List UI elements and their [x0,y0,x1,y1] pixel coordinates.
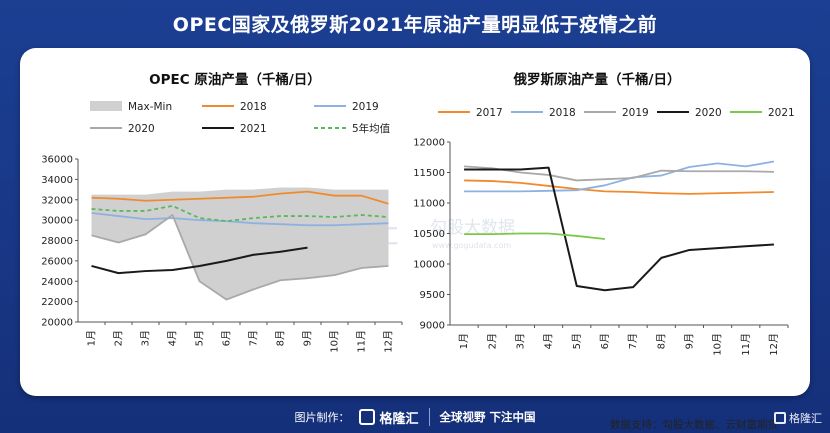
divider [428,408,430,426]
x-tick-label: 9月 [302,330,314,346]
y-tick-label: 22000 [41,297,73,308]
footer-slogan: 全球视野 下注中国 [439,410,536,424]
y-tick-label: 32000 [41,195,73,206]
series-line-2018 [91,190,389,205]
x-tick-label: 1月 [458,333,470,349]
series-line-2019 [91,212,389,227]
x-tick-label: 12月 [383,330,395,353]
headline: OPEC国家及俄罗斯2021年原油产量明显低于疫情之前 [172,14,658,36]
y-tick-label: 30000 [41,216,73,227]
x-tick-label: 7月 [627,333,639,349]
y-tick-label: 12000 [413,138,445,149]
legend-label: 2021 [240,123,267,135]
x-tick-label: 8月 [655,333,667,349]
legend-label: 2018 [549,107,576,119]
band-max-min [91,187,389,300]
legend-label: 2018 [240,101,267,113]
footer-brand-name: 格隆汇 [379,411,419,427]
legend-label: 2020 [128,123,155,135]
y-tick-label: 26000 [41,256,73,267]
y-tick-label: 28000 [41,236,73,247]
x-tick-label: 2月 [486,333,498,349]
series-line-2017 [464,179,774,195]
legend-label: 2019 [622,107,649,119]
legend-label: 2020 [695,107,722,119]
y-tick-label: 24000 [41,277,73,288]
x-tick-label: 9月 [683,333,695,349]
x-tick-label: 8月 [275,330,287,346]
legend-label: 2019 [352,101,379,113]
legend-label: 2021 [768,107,795,119]
series-line-2019 [464,165,774,182]
x-tick-label: 7月 [248,330,260,346]
series-line-2020 [464,166,774,292]
series-line-2018 [464,160,775,193]
legend-swatch-band [90,101,122,111]
brand-logo-icon [359,409,376,425]
corner-brand: 格隆汇 [774,410,822,426]
x-tick-label: 10月 [712,333,724,356]
legend-label: Max-Min [128,101,172,113]
x-tick-label: 1月 [86,330,98,346]
y-tick-label: 9000 [420,321,445,332]
corner-logo-icon [774,412,786,424]
chart-card: 格隆汇 勾股大数据 www.gogudata.com OPEC 原油产量（千桶/日）… [20,48,810,431]
x-tick-label: 6月 [599,333,611,349]
x-tick-label: 2月 [113,330,125,346]
x-tick-label: 10月 [329,330,341,353]
series-line-2021 [464,232,606,240]
legend-label: 2017 [476,107,503,119]
x-tick-label: 4月 [543,333,555,349]
x-tick-label: 3月 [140,330,152,346]
footer-brand: 格隆汇 [359,408,419,427]
series-line-2021 [91,246,308,275]
y-tick-label: 20000 [41,318,73,329]
chart-title: OPEC 原油产量（千桶/日） [149,71,321,88]
y-tick-label: 10500 [413,229,445,240]
series-line-5年均值 [91,204,389,223]
made-by-label: 图片制作： [294,411,350,424]
x-tick-label: 5月 [194,330,206,346]
y-tick-label: 34000 [41,175,73,186]
charts-svg: 格隆汇勾股大数据www.gogudata.com OPEC 原油产量（千桶/日）… [41,71,795,356]
y-tick-label: 10000 [413,260,445,271]
corner-brand-name: 格隆汇 [789,412,822,425]
y-tick-label: 9500 [420,290,445,301]
x-tick-label: 11月 [740,333,752,356]
legend-label: 5年均值 [352,122,391,135]
source-note: 数据支持：勾股大数据、云财富期货 [610,419,778,431]
x-tick-label: 5月 [571,333,583,349]
y-tick-label: 11000 [413,199,445,210]
footer: 图片制作： 格隆汇 全球视野 下注中国 [0,401,830,433]
x-tick-label: 3月 [514,333,526,349]
russia-chart: 俄罗斯原油产量（千桶/日） 9000 9500 10000 10500 11000 1150… [413,71,795,356]
x-tick-label: 12月 [768,333,780,356]
y-tick-label: 11500 [413,168,445,179]
series-line-2020 [91,214,389,301]
y-tick-label: 36000 [41,155,73,166]
watermark-gogu: 勾股大数据 [430,218,515,238]
x-tick-label: 6月 [221,330,233,346]
opec-chart: OPEC 原油产量（千桶/日） 20000 22000 24000 26000 28000… [41,71,403,353]
chart-title: 俄罗斯原油产量（千桶/日） [513,71,681,88]
x-tick-label: 11月 [356,330,368,353]
watermark-url: www.gogudata.com [432,241,511,250]
x-tick-label: 4月 [167,330,179,346]
